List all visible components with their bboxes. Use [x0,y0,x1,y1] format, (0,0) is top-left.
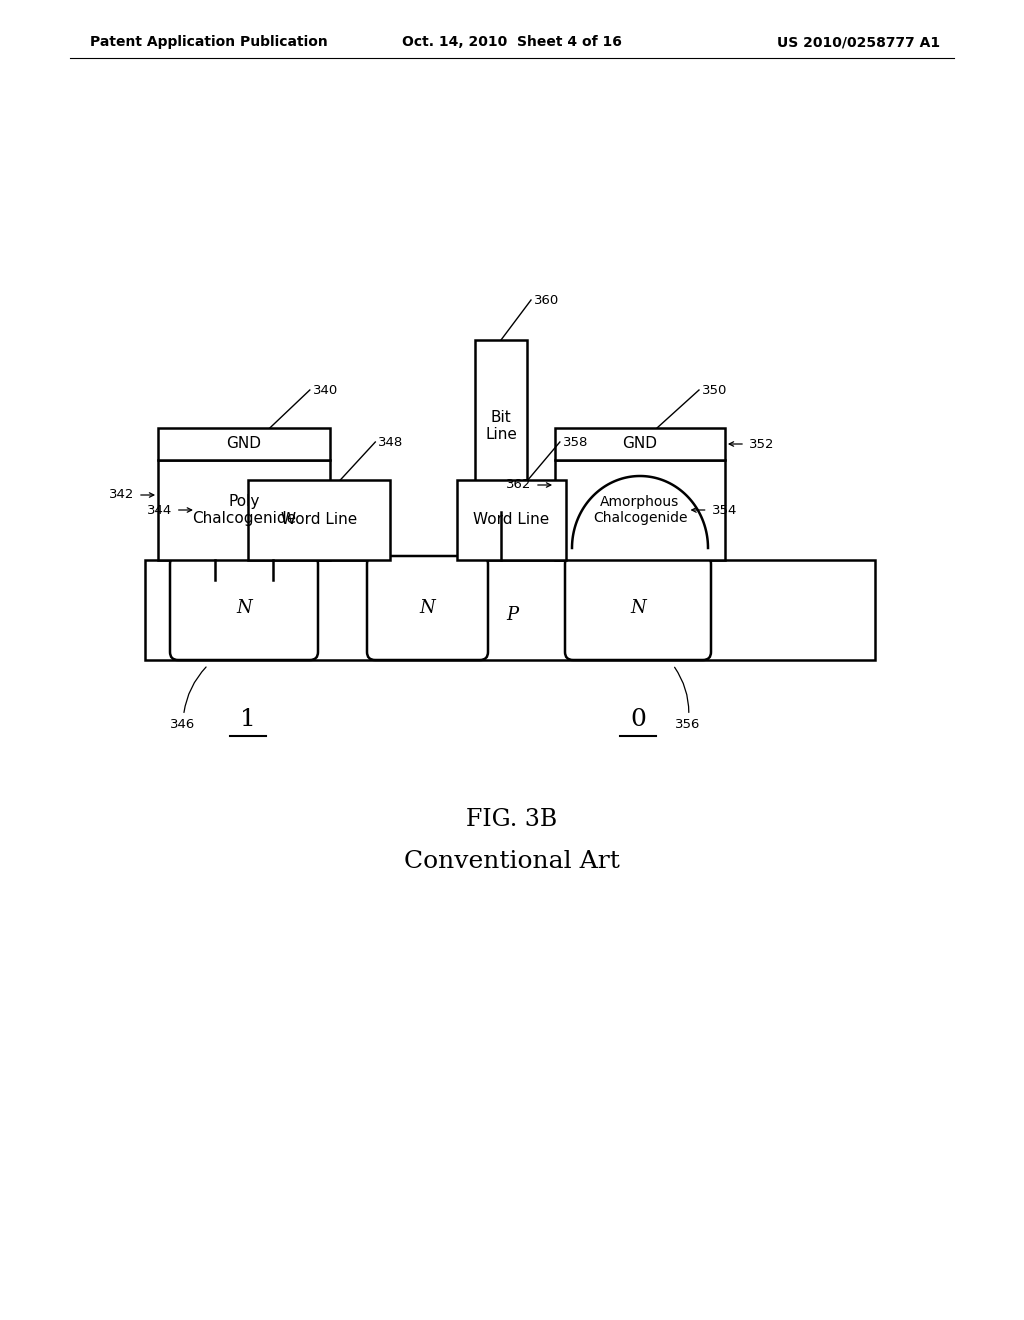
Text: N: N [630,599,646,616]
Text: Poly
Chalcogenide: Poly Chalcogenide [191,494,296,527]
Text: Word Line: Word Line [281,512,357,528]
Text: 356: 356 [675,668,700,731]
Text: FIG. 3B: FIG. 3B [466,808,558,832]
Bar [145,560,874,660]
FancyBboxPatch shape [367,556,488,660]
Bar [158,459,330,560]
Text: 358: 358 [563,436,588,449]
Text: P: P [506,606,518,624]
Bar [158,428,330,459]
Text: N: N [420,599,435,616]
Text: GND: GND [623,437,657,451]
Text: Patent Application Publication: Patent Application Publication [90,36,328,49]
Bar [555,459,725,560]
Text: 352: 352 [749,437,774,450]
Text: 344: 344 [146,503,172,516]
Bar [457,480,566,560]
FancyBboxPatch shape [565,556,711,660]
Text: Conventional Art: Conventional Art [404,850,620,874]
Bar [475,341,527,512]
Text: 1: 1 [240,709,256,731]
Bar [248,480,390,560]
Text: Amorphous
Chalcogenide: Amorphous Chalcogenide [593,495,687,525]
Text: N: N [237,599,252,616]
FancyBboxPatch shape [170,556,318,660]
Text: 354: 354 [712,503,737,516]
Text: 362: 362 [506,479,531,491]
Text: Bit
Line: Bit Line [485,409,517,442]
Text: 360: 360 [534,293,559,306]
Text: US 2010/0258777 A1: US 2010/0258777 A1 [777,36,940,49]
Text: 350: 350 [702,384,727,396]
Text: Oct. 14, 2010  Sheet 4 of 16: Oct. 14, 2010 Sheet 4 of 16 [402,36,622,49]
Bar [555,428,725,459]
Text: 0: 0 [630,709,646,731]
Text: 348: 348 [378,436,403,449]
Text: 346: 346 [170,667,206,731]
Text: GND: GND [226,437,261,451]
Text: Word Line: Word Line [473,512,550,528]
Text: 342: 342 [109,488,134,502]
Text: 340: 340 [312,384,338,396]
